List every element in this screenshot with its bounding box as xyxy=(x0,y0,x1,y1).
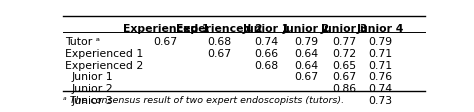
Text: Experienced 2: Experienced 2 xyxy=(176,23,263,33)
Text: ᵃ The consensus result of two expert endoscopists (tutors).: ᵃ The consensus result of two expert end… xyxy=(63,95,344,104)
Text: 0.67: 0.67 xyxy=(332,72,356,82)
Text: 0.68: 0.68 xyxy=(254,60,278,70)
Text: 0.64: 0.64 xyxy=(294,60,319,70)
Text: 0.74: 0.74 xyxy=(369,83,393,93)
Text: 0.67: 0.67 xyxy=(294,72,319,82)
Text: 0.65: 0.65 xyxy=(332,60,356,70)
Text: 0.76: 0.76 xyxy=(369,72,393,82)
Text: 0.77: 0.77 xyxy=(332,37,356,47)
Text: 0.79: 0.79 xyxy=(294,37,319,47)
Text: Junior 3: Junior 3 xyxy=(72,95,113,105)
Text: Junior 2: Junior 2 xyxy=(283,23,330,33)
Text: Junior 4: Junior 4 xyxy=(357,23,404,33)
Text: Junior 1: Junior 1 xyxy=(72,72,113,82)
Text: 0.64: 0.64 xyxy=(294,48,319,58)
Text: Experienced 1: Experienced 1 xyxy=(65,48,143,58)
Text: Tutor ᵃ: Tutor ᵃ xyxy=(65,37,100,47)
Text: 0.67: 0.67 xyxy=(207,48,231,58)
Text: Experienced 2: Experienced 2 xyxy=(65,60,143,70)
Text: 0.68: 0.68 xyxy=(207,37,231,47)
Text: 0.66: 0.66 xyxy=(254,48,278,58)
Text: 0.71: 0.71 xyxy=(369,60,393,70)
Text: Junior 1: Junior 1 xyxy=(242,23,290,33)
Text: 0.71: 0.71 xyxy=(369,48,393,58)
Text: 0.79: 0.79 xyxy=(369,37,393,47)
Text: 0.72: 0.72 xyxy=(332,48,356,58)
Text: Junior 2: Junior 2 xyxy=(72,83,113,93)
Text: 0.86: 0.86 xyxy=(332,83,356,93)
Text: 0.74: 0.74 xyxy=(254,37,278,47)
Text: 0.73: 0.73 xyxy=(369,95,393,105)
Text: 0.67: 0.67 xyxy=(154,37,178,47)
Text: Experienced 1: Experienced 1 xyxy=(123,23,209,33)
Text: Junior 3: Junior 3 xyxy=(320,23,368,33)
